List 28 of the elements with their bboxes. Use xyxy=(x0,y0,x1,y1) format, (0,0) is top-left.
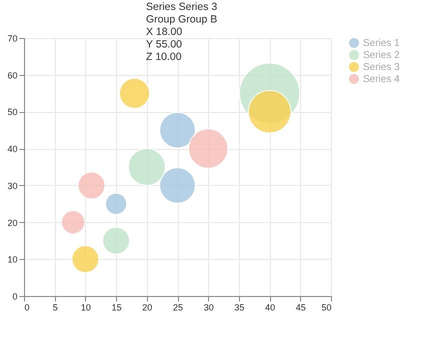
y-tick-label: 20 xyxy=(7,218,18,228)
x-tick-label: 0 xyxy=(24,302,30,312)
text: X 18.00 xyxy=(146,26,182,38)
text: Series Series 3 xyxy=(146,1,218,13)
legend-label: Series 4 xyxy=(363,74,400,85)
x-tick-label: 10 xyxy=(80,302,91,312)
y-tick-label: 60 xyxy=(7,70,18,80)
x-tick-label: 30 xyxy=(204,302,214,312)
x-tick-label: 5 xyxy=(52,302,58,312)
x-tick-label: 25 xyxy=(172,302,184,312)
annotation: Y 55.00 xyxy=(146,38,182,50)
y-tick-label: 50 xyxy=(7,107,18,118)
x-tick-label: 35 xyxy=(234,302,244,312)
legend-label: Series 2 xyxy=(363,50,400,61)
y-tick-label: 70 xyxy=(7,34,18,44)
x-tick-label: 15 xyxy=(112,302,122,312)
y-tick-label: 10 xyxy=(7,254,18,265)
annotation: Z 10.00 xyxy=(146,51,182,63)
legend-label: Series 3 xyxy=(363,62,400,73)
x-tick-label: 40 xyxy=(265,302,276,312)
text: Group Group B xyxy=(146,14,218,26)
y-tick-label: 0 xyxy=(12,292,18,302)
y-tick-label: 40 xyxy=(7,144,18,154)
legend-label: Series 1 xyxy=(363,38,400,49)
x-tick-label: 45 xyxy=(296,302,306,312)
x-tick-label: 50 xyxy=(321,302,332,312)
y-tick-label: 30 xyxy=(7,180,18,191)
x-tick-label: 20 xyxy=(142,302,152,312)
